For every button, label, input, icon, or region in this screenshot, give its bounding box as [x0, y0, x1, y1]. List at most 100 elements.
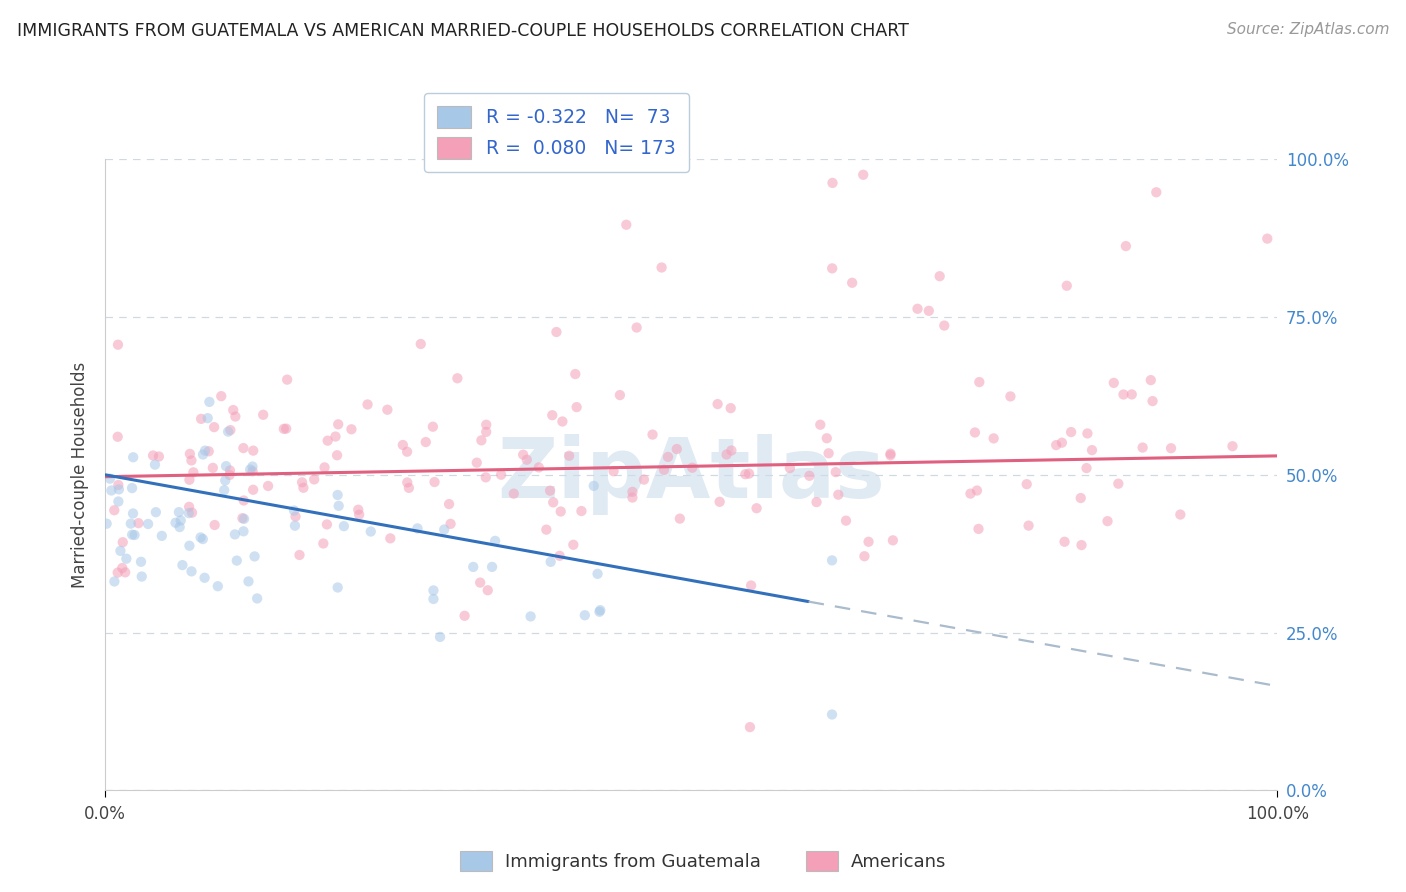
Point — [111, 535, 134, 549]
Point — [519, 609, 541, 624]
Point — [565, 400, 588, 414]
Point — [779, 461, 801, 475]
Point — [1107, 476, 1129, 491]
Point — [546, 325, 568, 339]
Point — [1115, 239, 1137, 253]
Point — [1168, 508, 1191, 522]
Point — [183, 466, 205, 480]
Point — [316, 517, 339, 532]
Y-axis label: Married-couple Households: Married-couple Households — [72, 361, 89, 588]
Point — [541, 495, 564, 509]
Point — [745, 501, 768, 516]
Point — [969, 375, 991, 389]
Point — [136, 516, 159, 531]
Point — [738, 720, 761, 734]
Point — [225, 553, 247, 567]
Point — [437, 497, 460, 511]
Point — [740, 578, 762, 592]
Point — [179, 473, 201, 487]
Point — [122, 450, 145, 465]
Point — [665, 442, 688, 456]
Point — [1045, 438, 1067, 452]
Point — [967, 522, 990, 536]
Point — [392, 438, 415, 452]
Point — [1121, 387, 1143, 401]
Point — [734, 467, 756, 482]
Point — [292, 481, 315, 495]
Point — [422, 591, 444, 606]
Point — [276, 422, 298, 436]
Point — [1076, 461, 1098, 475]
Point — [273, 422, 295, 436]
Point — [983, 431, 1005, 445]
Point — [219, 423, 242, 437]
Point — [1132, 441, 1154, 455]
Point — [551, 415, 574, 429]
Point — [122, 507, 145, 521]
Point — [340, 422, 363, 436]
Point — [1053, 534, 1076, 549]
Point — [100, 483, 122, 498]
Point — [131, 569, 153, 583]
Point — [470, 575, 492, 590]
Point — [107, 478, 129, 492]
Point — [821, 261, 844, 276]
Point — [907, 301, 929, 316]
Point — [821, 176, 844, 190]
Point — [360, 524, 382, 539]
Text: Source: ZipAtlas.com: Source: ZipAtlas.com — [1226, 22, 1389, 37]
Point — [1160, 441, 1182, 455]
Point — [356, 397, 378, 411]
Point — [204, 518, 226, 533]
Point — [429, 630, 451, 644]
Point — [103, 503, 125, 517]
Point — [143, 458, 166, 472]
Point — [602, 464, 624, 478]
Point — [571, 504, 593, 518]
Point — [422, 419, 444, 434]
Point — [1000, 389, 1022, 403]
Point — [409, 337, 432, 351]
Point — [406, 521, 429, 535]
Point — [201, 460, 224, 475]
Point — [474, 470, 496, 484]
Point — [1144, 186, 1167, 200]
Point — [96, 516, 118, 531]
Point — [681, 460, 703, 475]
Point — [720, 401, 742, 416]
Point — [209, 389, 232, 403]
Point — [558, 449, 581, 463]
Point — [396, 475, 419, 490]
Point — [1142, 394, 1164, 409]
Point — [222, 403, 245, 417]
Point — [827, 488, 849, 502]
Point — [641, 427, 664, 442]
Point — [808, 417, 831, 432]
Point — [325, 429, 347, 443]
Point — [232, 493, 254, 508]
Point — [177, 506, 200, 520]
Point — [589, 603, 612, 617]
Point — [422, 583, 444, 598]
Text: ZipAtlas: ZipAtlas — [498, 434, 886, 516]
Legend: Immigrants from Guatemala, Americans: Immigrants from Guatemala, Americans — [453, 844, 953, 879]
Point — [207, 579, 229, 593]
Point — [242, 459, 264, 474]
Point — [489, 467, 512, 482]
Point — [129, 555, 152, 569]
Point — [463, 560, 485, 574]
Point — [246, 591, 269, 606]
Point — [284, 518, 307, 533]
Point — [1056, 278, 1078, 293]
Point — [107, 494, 129, 508]
Point — [609, 388, 631, 402]
Point — [333, 519, 356, 533]
Point — [190, 530, 212, 544]
Point — [1070, 491, 1092, 505]
Point — [1015, 477, 1038, 491]
Point — [396, 444, 419, 458]
Point — [716, 448, 738, 462]
Point — [284, 509, 307, 524]
Point — [179, 539, 201, 553]
Point — [841, 276, 863, 290]
